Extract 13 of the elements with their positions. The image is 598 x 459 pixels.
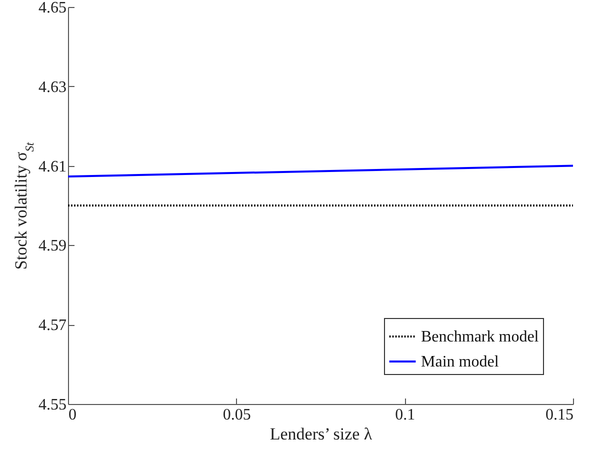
x-tick-label: 0.1 (395, 406, 416, 424)
legend-label: Benchmark model (421, 328, 540, 346)
y-tick-label: 4.63 (38, 78, 66, 96)
x-tick-label: 0.05 (222, 406, 251, 424)
y-tick-label: 4.57 (38, 317, 66, 334)
y-tick-label: 4.65 (38, 0, 66, 16)
x-tick-label: 0 (68, 406, 76, 424)
x-axis-title: Lenders’ size λ (270, 424, 373, 444)
x-tick-label: 0.15 (546, 406, 574, 424)
y-tick-label: 4.61 (38, 158, 66, 176)
y-tick-label: 4.55 (38, 396, 66, 414)
legend-label: Main model (421, 354, 500, 370)
y-tick-label: 4.59 (38, 238, 66, 255)
